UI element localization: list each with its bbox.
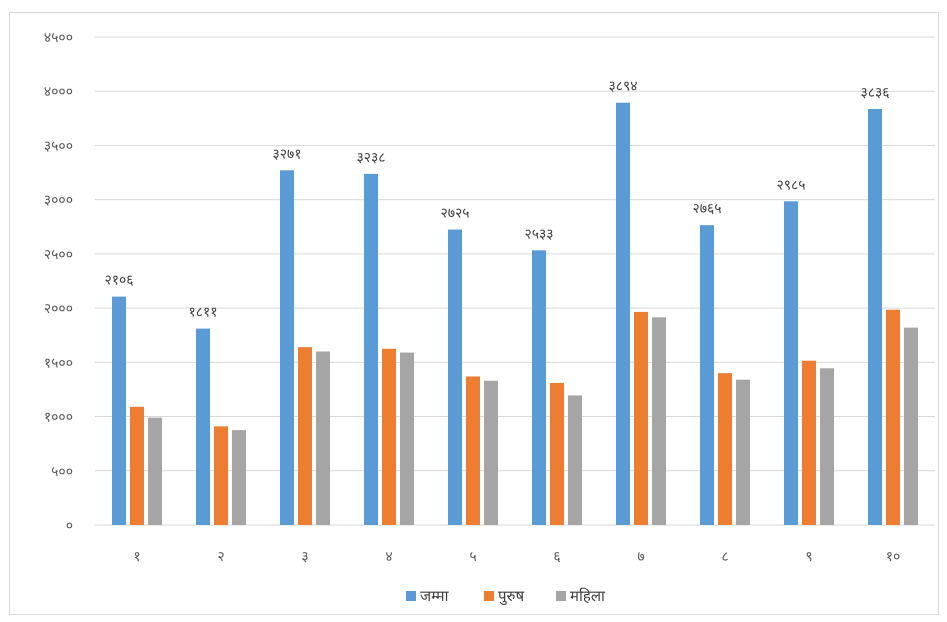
x-tick-label: ७ <box>637 549 644 565</box>
bar <box>550 382 564 525</box>
bar <box>820 368 834 525</box>
bar <box>736 379 750 525</box>
x-axis-tick-labels: १ २ ३ ४ ५ ६ ७ ८ ९ १० <box>133 549 900 565</box>
bar <box>568 395 582 525</box>
y-tick-label: ० <box>66 518 73 534</box>
bar <box>298 347 312 525</box>
bar <box>382 348 396 525</box>
x-tick-label: ६ <box>553 549 560 565</box>
bar <box>196 328 210 525</box>
bar <box>130 406 144 525</box>
legend-label: महिला <box>570 587 606 605</box>
bar <box>466 376 480 525</box>
data-label: २७६५ <box>692 201 721 217</box>
y-axis-tick-labels: ० ५०० १००० १५०० २००० २५०० ३००० ३५०० ४००० ४५०० <box>44 30 73 534</box>
bar <box>400 352 414 525</box>
x-tick-label: ८ <box>721 549 728 565</box>
bar <box>904 327 918 525</box>
x-tick-label: १ <box>133 549 140 565</box>
x-tick-label: १० <box>886 549 901 565</box>
data-label: २१०६ <box>104 273 133 289</box>
y-tick-label: १५०० <box>44 355 73 371</box>
x-tick-label: ९ <box>805 549 812 565</box>
x-tick-label: २ <box>217 549 224 565</box>
bar <box>886 309 900 525</box>
data-label: ३२७१ <box>272 146 301 162</box>
legend-swatch <box>556 591 566 601</box>
data-label: १८११ <box>188 305 217 321</box>
bar <box>364 173 378 526</box>
bar <box>214 426 228 525</box>
bar <box>634 311 648 525</box>
bar <box>532 250 546 525</box>
y-tick-label: ४५०० <box>44 30 73 46</box>
legend-swatch <box>406 591 416 601</box>
bar-series <box>112 102 918 526</box>
legend-swatch <box>484 591 494 601</box>
data-label: २५३३ <box>524 226 553 242</box>
bar <box>448 229 462 525</box>
bar <box>232 430 246 525</box>
bar <box>616 102 630 525</box>
bar <box>868 109 882 525</box>
data-label: ३८३६ <box>860 85 889 101</box>
bar <box>148 417 162 525</box>
y-tick-label: २५०० <box>44 247 73 263</box>
y-tick-label: १००० <box>44 410 73 426</box>
data-label: २७२५ <box>440 205 469 221</box>
bar <box>700 225 714 525</box>
data-labels: २१०६ १८११ ३२७१ ३२३८ २७२५ २५३३ ३८९४ २७६५ २९८५ ३८३६ <box>104 79 889 321</box>
bar <box>316 351 330 525</box>
x-tick-label: ३ <box>301 549 308 565</box>
bar <box>112 296 126 525</box>
x-tick-label: ४ <box>385 549 392 565</box>
data-label: ३८९४ <box>608 79 637 95</box>
bar <box>784 201 798 525</box>
y-tick-label: ३००० <box>44 193 73 209</box>
data-label: २९८५ <box>776 177 805 193</box>
y-tick-label: २००० <box>44 301 73 317</box>
bar <box>802 360 816 525</box>
bar <box>484 380 498 525</box>
bar <box>280 170 294 525</box>
legend-label: पुरुष <box>498 587 524 606</box>
y-tick-label: ४००० <box>44 84 73 100</box>
x-tick-label: ५ <box>469 549 476 565</box>
legend: जम्मा पुरुष महिला <box>406 587 606 606</box>
data-label: ३२३८ <box>356 150 385 166</box>
bar <box>718 373 732 525</box>
y-tick-label: ३५०० <box>44 138 73 154</box>
legend-label: जम्मा <box>420 587 450 605</box>
y-tick-label: ५०० <box>51 464 73 480</box>
bar <box>652 317 666 525</box>
